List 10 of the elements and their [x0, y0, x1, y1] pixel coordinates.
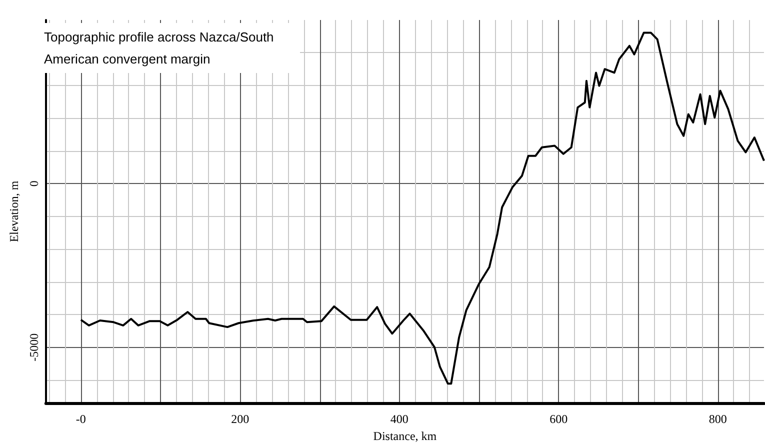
x-tick-label: 400	[390, 412, 408, 426]
x-tick-label: 200	[231, 412, 250, 426]
y-tick-label: 0	[26, 180, 41, 187]
x-tick-label: 800	[708, 412, 727, 426]
y-axis-title: Elevation, m	[7, 180, 21, 242]
text: Topographic profile across Nazca/South American convergent margin	[44, 30, 278, 66]
x-tick-label: -0	[76, 412, 86, 426]
y-tick-label: -5000	[26, 333, 41, 362]
x-tick-label: 600	[550, 412, 568, 426]
x-axis-title: Distance, km	[373, 428, 438, 443]
